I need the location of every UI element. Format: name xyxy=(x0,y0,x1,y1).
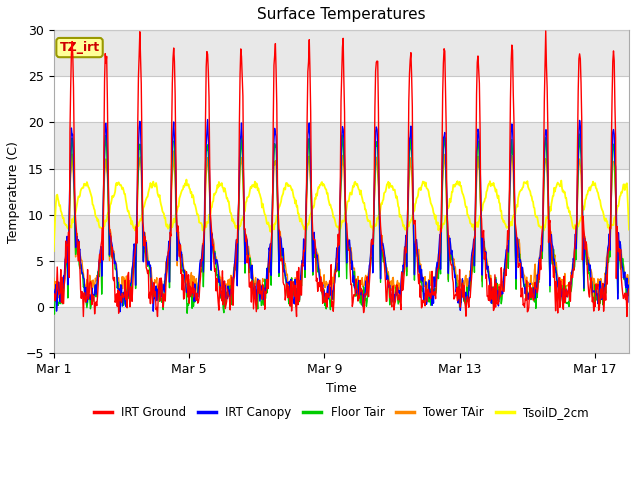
Text: TZ_irt: TZ_irt xyxy=(60,41,100,54)
Bar xyxy=(54,30,629,76)
Bar xyxy=(54,307,629,353)
Title: Surface Temperatures: Surface Temperatures xyxy=(257,7,426,22)
Bar xyxy=(54,122,629,168)
Y-axis label: Temperature (C): Temperature (C) xyxy=(7,141,20,243)
X-axis label: Time: Time xyxy=(326,382,356,395)
Bar xyxy=(54,215,629,261)
Legend: IRT Ground, IRT Canopy, Floor Tair, Tower TAir, TsoilD_2cm: IRT Ground, IRT Canopy, Floor Tair, Towe… xyxy=(90,401,593,424)
